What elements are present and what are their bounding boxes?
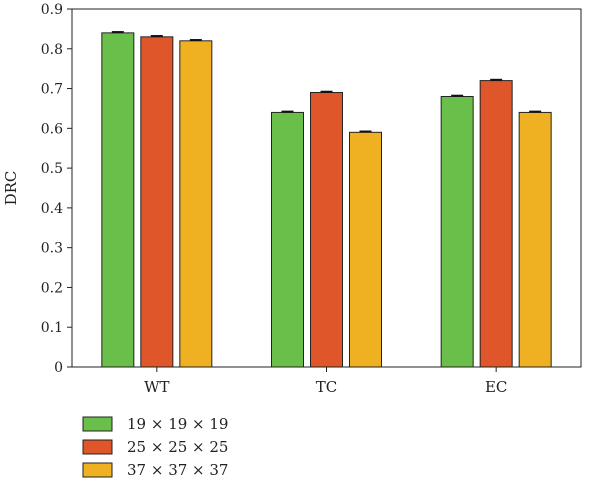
y-axis-title: DRC	[2, 171, 20, 206]
x-tick-label: TC	[316, 378, 337, 396]
y-tick-label: 0.2	[41, 280, 63, 296]
error-bars	[111, 31, 542, 133]
legend-label: 19 × 19 × 19	[127, 415, 228, 433]
x-tick-label: WT	[144, 378, 169, 396]
bar	[310, 92, 343, 368]
x-tick-label: EC	[485, 378, 507, 396]
y-tick-label: 0.9	[41, 2, 63, 18]
legend-label: 37 × 37 × 37	[127, 461, 228, 479]
y-tick-label: 0.4	[41, 201, 63, 217]
legend-label: 25 × 25 × 25	[127, 438, 228, 456]
bars	[101, 32, 552, 368]
y-tick-label: 0	[54, 360, 63, 376]
bar	[179, 40, 213, 368]
legend-swatch	[82, 439, 113, 455]
y-tick-label: 0.8	[41, 42, 63, 58]
y-tick-label: 0.3	[41, 241, 63, 257]
bar	[479, 80, 513, 368]
y-tick-label: 0.6	[41, 121, 63, 137]
legend-swatch	[82, 416, 113, 432]
bar	[440, 96, 474, 368]
bar	[518, 111, 552, 368]
y-axis: 0 0.1 0.2 0.3 0.4 0.5 0.6 0.7 0.8 0.9	[41, 2, 72, 376]
y-tick-label: 0.1	[41, 320, 63, 336]
bar	[101, 32, 135, 368]
y-tick-label: 0.7	[41, 82, 63, 98]
y-tick-label: 0.5	[41, 161, 63, 177]
legend-swatch	[82, 462, 113, 478]
bar	[349, 131, 382, 368]
x-axis: WT TC EC	[144, 367, 507, 396]
bar	[271, 111, 304, 368]
legend: 19 × 19 × 19 25 × 25 × 25 37 × 37 × 37	[82, 415, 228, 479]
bar	[140, 36, 174, 368]
